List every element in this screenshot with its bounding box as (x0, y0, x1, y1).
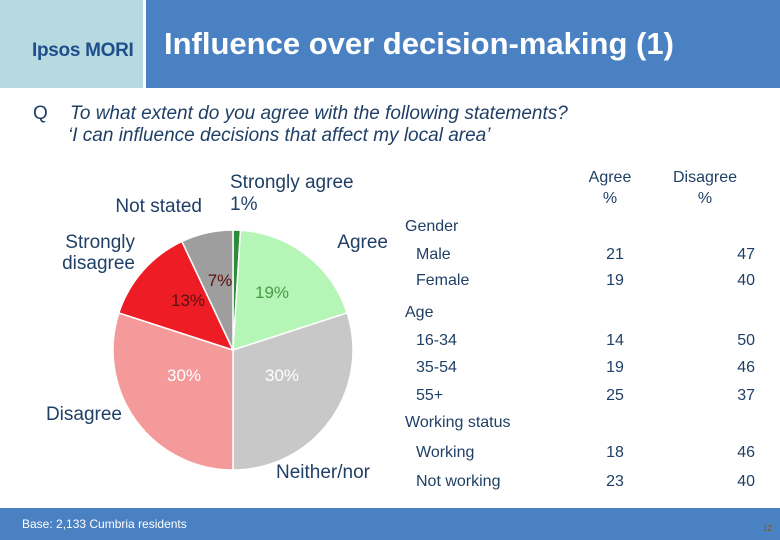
disagree-value: 37 (737, 387, 755, 404)
group-heading: Working status (405, 414, 511, 431)
slice-label-disagree: Disagree (46, 404, 122, 425)
agree-value: 19 (606, 359, 624, 376)
logo-box: Ipsos MORI (0, 0, 143, 88)
row-label: Male (416, 246, 451, 263)
row-label: 55+ (416, 387, 444, 404)
pie-slice-agree (232, 229, 349, 352)
disagree-value: 47 (737, 246, 755, 263)
slice-value-agree: 19% (255, 283, 289, 302)
question-letter: Q (33, 103, 48, 124)
pie-slice-disagree (112, 311, 234, 471)
group-heading: Gender (405, 218, 459, 235)
page-number: 12 (763, 524, 772, 533)
pie-slices (112, 229, 354, 471)
group-heading: Age (405, 304, 434, 321)
question-statement: ‘I can influence decisions that affect m… (68, 125, 491, 146)
slice-value-not-stated: 7% (208, 271, 233, 290)
row-label: 35-54 (416, 359, 457, 376)
row-label: Female (416, 272, 470, 289)
question-text: To what extent do you agree with the fol… (70, 103, 568, 124)
agree-value: 25 (606, 387, 624, 404)
slice-value-neither-nor: 30% (265, 366, 299, 385)
slice-label-not-stated: Not stated (115, 196, 202, 217)
page-title: Influence over decision-making (1) (164, 26, 674, 61)
pie-slice-neither-nor (232, 311, 354, 471)
footer-bar (0, 508, 780, 540)
disagree-value: 40 (737, 272, 755, 289)
slice-label-neither-nor: Neither/nor (276, 462, 371, 483)
slice-label-agree: Agree (337, 232, 388, 253)
disagree-value: 46 (737, 444, 755, 461)
base-note: Base: 2,133 Cumbria residents (22, 517, 187, 531)
pie-labels: Strongly agree 1% Agree 19% Neither/nor 30% Di… (46, 172, 388, 483)
disagree-value: 50 (737, 332, 755, 349)
title-bar: Influence over decision-making (1) (146, 0, 780, 88)
agree-header: Agree% (588, 169, 632, 207)
agree-value: 14 (606, 332, 624, 349)
row-label: 16-34 (416, 332, 457, 349)
agree-value: 18 (606, 444, 624, 461)
row-label: Not working (416, 473, 501, 490)
disagree-value: 40 (737, 473, 755, 490)
slice-label-strongly-agree: Strongly agree 1% (230, 172, 354, 215)
row-label: Working (416, 444, 475, 461)
slice-label-strongly-disagree: Strongly disagree (62, 232, 135, 274)
slice-value-disagree: 30% (167, 366, 201, 385)
agree-value: 23 (606, 473, 624, 490)
disagree-value: 46 (737, 359, 755, 376)
pie-slice-not-stated (180, 229, 234, 351)
slice-value-strongly-disagree: 13% (171, 291, 205, 310)
pie-slice-strongly-disagree (117, 240, 235, 352)
agree-value: 19 (606, 272, 624, 289)
ipsos-mori-logo: Ipsos MORI (32, 40, 134, 61)
pie-chart: Strongly agree 1% Agree 19% Neither/nor 30% Di… (46, 172, 388, 483)
disagree-header: Disagree% (672, 169, 738, 207)
agree-value: 21 (606, 246, 624, 263)
